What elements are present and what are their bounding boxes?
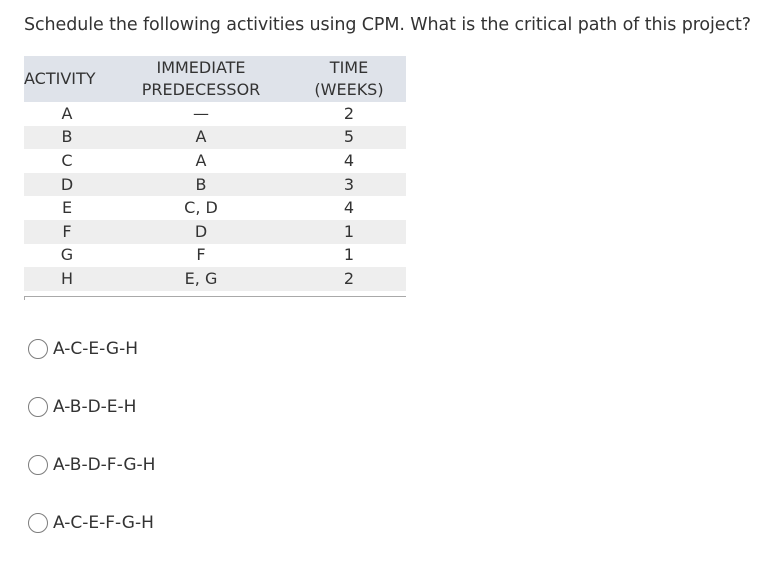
cell-time: 1: [343, 245, 355, 265]
cell-time: 1: [292, 219, 406, 244]
activity-table: ACTIVITY IMMEDIATE PREDECESSOR TIME (WEE…: [24, 56, 406, 291]
cell-activity: C: [61, 150, 73, 170]
table-row: B A 5: [24, 125, 406, 150]
answer-option-4[interactable]: A-C-E-F-G-H: [28, 511, 154, 535]
cell-time: 2: [343, 103, 355, 123]
cell-predecessor: A: [195, 150, 207, 170]
activity-table-container: ACTIVITY IMMEDIATE PREDECESSOR TIME (WEE…: [24, 56, 406, 291]
cell-predecessor: A: [110, 125, 292, 150]
table-row: A — 2: [24, 102, 406, 126]
cell-activity: D: [24, 172, 110, 197]
cell-predecessor: F: [196, 245, 206, 265]
cell-activity: F: [24, 219, 110, 244]
cell-time: 4: [343, 198, 355, 218]
answer-option-label: A-C-E-F-G-H: [53, 513, 154, 533]
cell-predecessor: —: [193, 103, 209, 123]
cell-activity: G: [60, 245, 74, 265]
header-time-line1: TIME: [329, 58, 369, 77]
cell-activity: A: [61, 103, 73, 123]
answer-option-1[interactable]: A-C-E-G-H: [28, 337, 138, 361]
answer-option-label: A-C-E-G-H: [53, 339, 138, 359]
answer-option-2[interactable]: A-B-D-E-H: [28, 395, 136, 419]
radio-button[interactable]: [28, 455, 48, 475]
table-row: H E, G 2: [24, 267, 406, 291]
radio-button[interactable]: [28, 513, 48, 533]
cell-predecessor: D: [110, 219, 292, 244]
answer-option-label: A-B-D-E-H: [53, 397, 137, 417]
answer-option-3[interactable]: A-B-D-F-G-H: [28, 453, 155, 477]
cell-time: 2: [292, 267, 406, 291]
header-time: TIME (WEEKS): [292, 56, 406, 102]
header-predecessor-line2: PREDECESSOR: [141, 80, 261, 99]
table-row: E C, D 4: [24, 196, 406, 220]
table-row: C A 4: [24, 149, 406, 173]
table-row: F D 1: [24, 219, 406, 244]
header-predecessor-line1: IMMEDIATE: [156, 58, 246, 77]
cell-activity: B: [24, 125, 110, 150]
table-row: G F 1: [24, 244, 406, 268]
radio-button[interactable]: [28, 339, 48, 359]
header-activity: ACTIVITY: [24, 56, 110, 102]
cell-predecessor: C, D: [184, 198, 218, 218]
cell-activity: E: [61, 198, 73, 218]
table-bottom-divider: [24, 296, 406, 297]
question-text: Schedule the following activities using …: [24, 15, 751, 35]
answer-option-label: A-B-D-F-G-H: [53, 455, 156, 475]
header-activity-label: ACTIVITY: [24, 69, 96, 88]
cell-predecessor: E, G: [110, 267, 292, 291]
table-row: D B 3: [24, 172, 406, 197]
table-header-row: ACTIVITY IMMEDIATE PREDECESSOR TIME (WEE…: [24, 56, 406, 102]
header-time-line2: (WEEKS): [314, 80, 384, 99]
cell-time: 5: [292, 125, 406, 150]
cell-activity: H: [24, 267, 110, 291]
cell-predecessor: B: [110, 172, 292, 197]
radio-button[interactable]: [28, 397, 48, 417]
cell-time: 4: [343, 150, 355, 170]
header-predecessor: IMMEDIATE PREDECESSOR: [110, 56, 292, 102]
table-divider-tick: [24, 296, 25, 300]
cell-time: 3: [292, 172, 406, 197]
